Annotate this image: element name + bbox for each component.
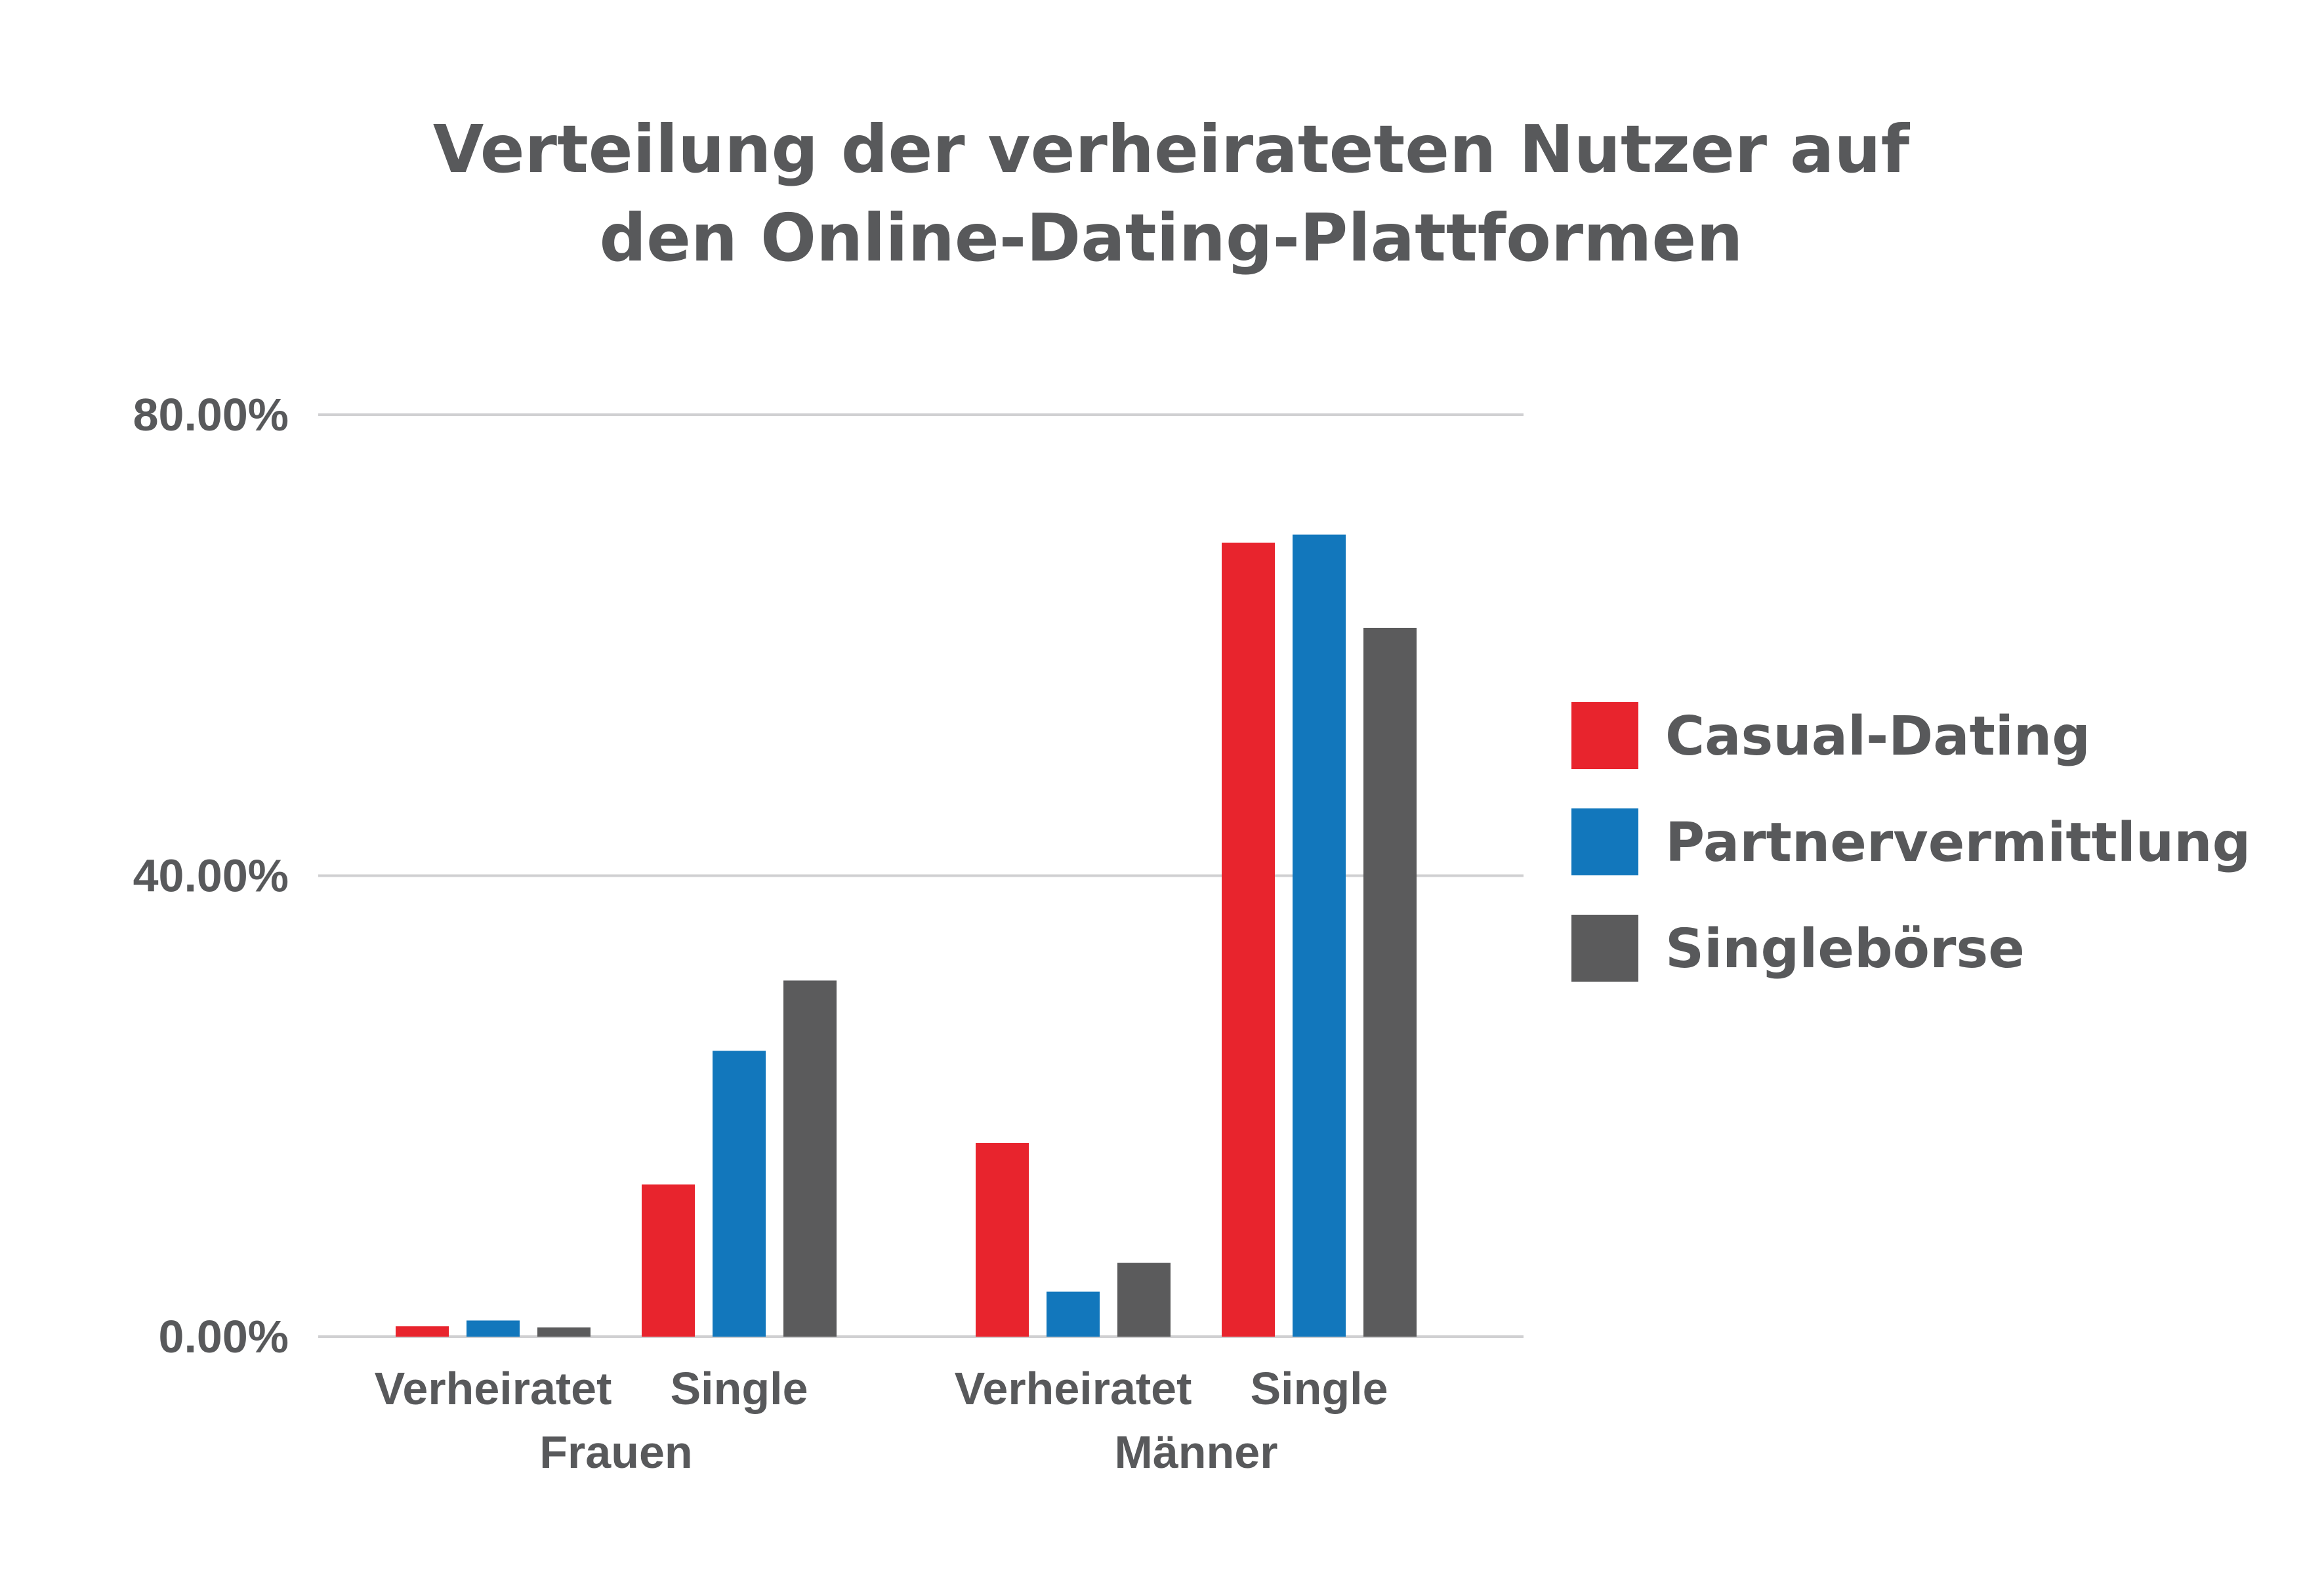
bar-casual-dating-3 (1222, 542, 1275, 1337)
bar-singleb-rse-2 (1117, 1263, 1171, 1337)
bar-partnervermittlung-3 (1293, 534, 1346, 1337)
legend-label-1: Partnervermittlung (1665, 812, 2251, 874)
bar-partnervermittlung-2 (1047, 1291, 1100, 1337)
legend-label-2: Singlebörse (1665, 918, 2025, 980)
chart-title: Verteilung der verheirateten Nutzer auf … (433, 111, 1911, 276)
bars (396, 534, 1417, 1337)
legend-label-0: Casual-Dating (1665, 705, 2090, 768)
x-axis-labels: Verheiratet Single Frauen Verheiratet Single… (375, 1363, 1388, 1478)
bar-casual-dating-2 (976, 1142, 1029, 1337)
category-label-1-0: Verheiratet (955, 1363, 1192, 1414)
y-tick-label-1: 40.00% (133, 850, 289, 902)
category-label-0-0: Verheiratet (375, 1363, 612, 1414)
bar-singleb-rse-1 (783, 980, 837, 1337)
bar-partnervermittlung-0 (467, 1320, 520, 1337)
y-tick-label-2: 80.00% (133, 389, 289, 440)
bar-casual-dating-0 (396, 1326, 449, 1337)
bar-partnervermittlung-1 (713, 1051, 766, 1337)
y-tick-label-0: 0.00% (159, 1311, 289, 1362)
y-axis-ticks: 0.00% 40.00% 80.00% (133, 389, 289, 1362)
legend: Casual-Dating Partnervermittlung Singlebör… (1571, 702, 2251, 982)
bar-casual-dating-1 (642, 1184, 695, 1337)
category-label-0-1: Single (670, 1363, 808, 1414)
bar-singleb-rse-3 (1363, 627, 1417, 1337)
legend-swatch-2 (1571, 915, 1638, 982)
group-label-1: Männer (1115, 1427, 1278, 1478)
legend-swatch-1 (1571, 808, 1638, 875)
chart-title-line-2: den Online-Dating-Plattformen (600, 199, 1743, 276)
group-label-0: Frauen (539, 1427, 692, 1478)
bar-singleb-rse-0 (537, 1327, 591, 1337)
legend-swatch-0 (1571, 702, 1638, 769)
chart-title-line-1: Verteilung der verheirateten Nutzer auf (433, 111, 1911, 188)
category-label-1-1: Single (1250, 1363, 1388, 1414)
